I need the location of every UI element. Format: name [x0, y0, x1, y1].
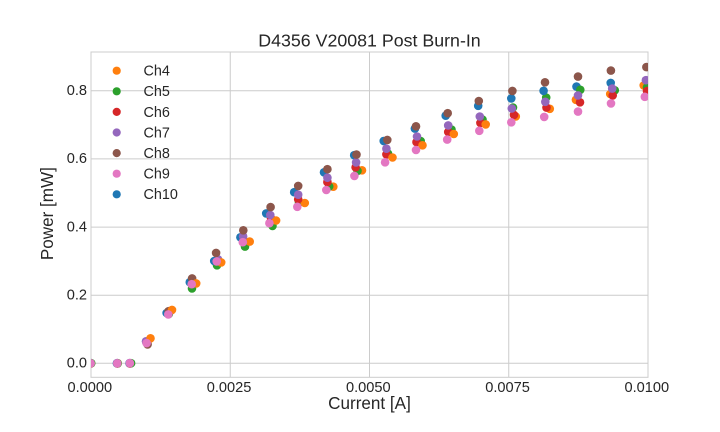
svg-text:Ch9: Ch9	[144, 167, 170, 183]
svg-text:0.0100: 0.0100	[624, 380, 669, 396]
svg-text:0.0: 0.0	[67, 356, 87, 372]
svg-text:0.2: 0.2	[67, 287, 87, 303]
svg-text:Current [A]: Current [A]	[328, 394, 411, 413]
svg-text:0.4: 0.4	[67, 219, 87, 235]
svg-text:D4356 V20081 Post Burn-In: D4356 V20081 Post Burn-In	[258, 30, 480, 50]
svg-text:0.6: 0.6	[67, 151, 87, 167]
svg-text:0.0050: 0.0050	[346, 380, 391, 396]
svg-text:0.0025: 0.0025	[207, 380, 252, 396]
svg-text:Ch10: Ch10	[144, 187, 178, 203]
svg-text:Ch4: Ch4	[144, 64, 170, 80]
svg-text:0.0075: 0.0075	[485, 380, 530, 396]
svg-text:Ch5: Ch5	[144, 84, 170, 100]
svg-text:0.0000: 0.0000	[67, 380, 112, 396]
svg-text:Ch7: Ch7	[144, 125, 170, 141]
svg-text:Ch8: Ch8	[144, 146, 170, 162]
svg-text:Power [mW]: Power [mW]	[38, 167, 57, 260]
svg-text:Ch6: Ch6	[144, 105, 170, 121]
svg-text:0.8: 0.8	[67, 83, 87, 99]
